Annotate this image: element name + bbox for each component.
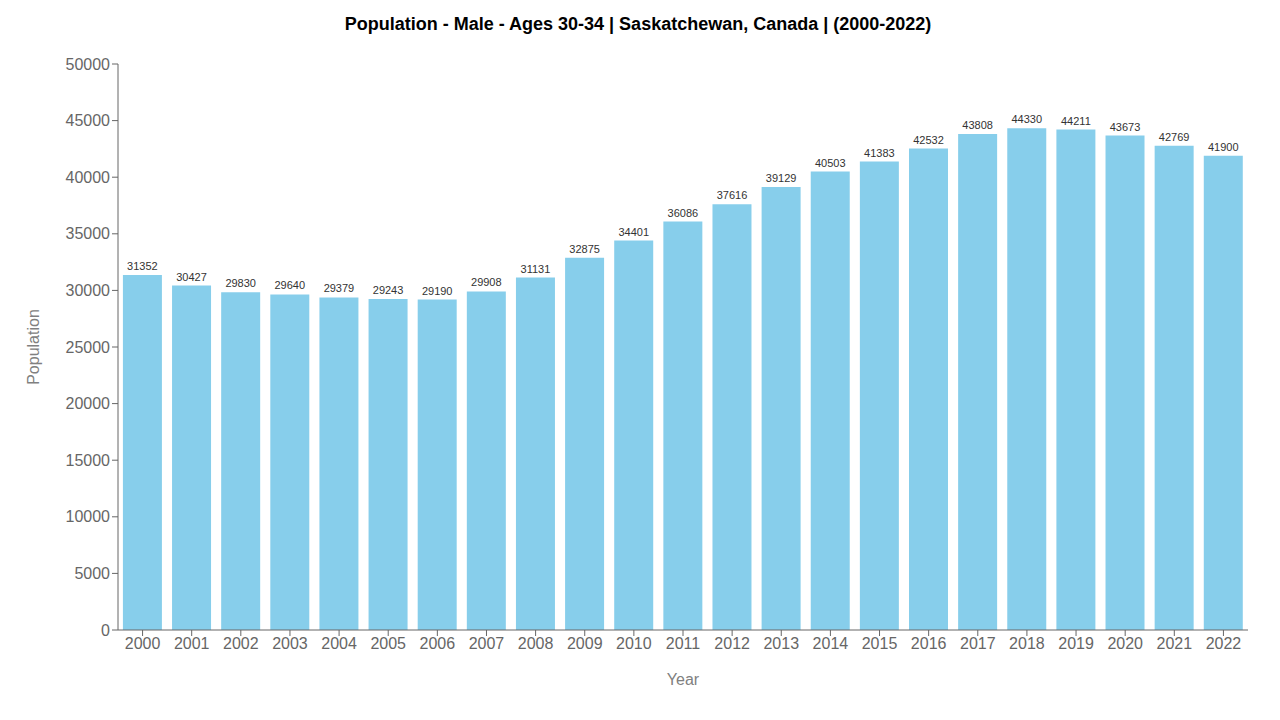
svg-text:41383: 41383 — [864, 147, 895, 159]
html-text:Population - Male - Ages 30-34: Population - Male - Ages 30-34 | Saskatc… — [344, 14, 932, 34]
svg-text:Year: Year — [667, 671, 700, 688]
svg-text:2007: 2007 — [469, 635, 505, 652]
svg-text:2003: 2003 — [272, 635, 308, 652]
svg-text:34401: 34401 — [618, 226, 649, 238]
svg-text:36086: 36086 — [668, 207, 699, 219]
svg-text:35000: 35000 — [66, 225, 111, 242]
svg-text:2004: 2004 — [321, 635, 357, 652]
svg-text:31352: 31352 — [127, 260, 158, 272]
svg-text:2012: 2012 — [714, 635, 750, 652]
svg-text:29640: 29640 — [275, 279, 306, 291]
svg-text:15000: 15000 — [66, 452, 111, 469]
svg-text:29830: 29830 — [225, 277, 256, 289]
svg-text:44330: 44330 — [1011, 113, 1042, 125]
svg-text:29379: 29379 — [324, 282, 355, 294]
svg-text:41900: 41900 — [1208, 141, 1239, 153]
svg-text:29908: 29908 — [471, 276, 502, 288]
svg-text:25000: 25000 — [66, 339, 111, 356]
svg-text:2015: 2015 — [862, 635, 898, 652]
svg-text:42532: 42532 — [913, 134, 944, 146]
svg-text:37616: 37616 — [717, 189, 748, 201]
svg-text:10000: 10000 — [66, 508, 111, 525]
svg-text:2020: 2020 — [1107, 635, 1143, 652]
svg-text:43673: 43673 — [1110, 121, 1141, 133]
svg-text:40503: 40503 — [815, 157, 846, 169]
svg-text:2018: 2018 — [1009, 635, 1045, 652]
svg-text:2011: 2011 — [666, 635, 701, 652]
svg-text:2002: 2002 — [223, 635, 259, 652]
svg-text:2022: 2022 — [1206, 635, 1242, 652]
svg-text:2005: 2005 — [370, 635, 406, 652]
svg-text:2014: 2014 — [813, 635, 849, 652]
svg-text:0: 0 — [101, 622, 110, 639]
svg-text:31131: 31131 — [521, 263, 551, 275]
svg-text:2008: 2008 — [518, 635, 554, 652]
svg-text:45000: 45000 — [66, 112, 111, 129]
svg-text:2021: 2021 — [1157, 635, 1193, 652]
svg-text:2006: 2006 — [420, 635, 456, 652]
svg-text:30000: 30000 — [66, 282, 111, 299]
svg-text:2013: 2013 — [763, 635, 799, 652]
svg-text:44211: 44211 — [1061, 115, 1091, 127]
svg-text:39129: 39129 — [766, 172, 797, 184]
svg-text:40000: 40000 — [66, 169, 111, 186]
svg-text:43808: 43808 — [962, 119, 993, 131]
svg-text:42769: 42769 — [1159, 131, 1190, 143]
svg-text:29243: 29243 — [373, 284, 404, 296]
svg-text:30427: 30427 — [176, 271, 207, 283]
svg-text:2000: 2000 — [125, 635, 161, 652]
svg-text:Population: Population — [25, 309, 42, 385]
svg-text:2017: 2017 — [960, 635, 996, 652]
svg-text:50000: 50000 — [66, 56, 111, 73]
svg-text:5000: 5000 — [74, 565, 110, 582]
svg-text:2019: 2019 — [1058, 635, 1094, 652]
svg-text:32875: 32875 — [569, 243, 600, 255]
svg-text:2009: 2009 — [567, 635, 603, 652]
svg-text:2001: 2001 — [174, 635, 210, 652]
svg-text:2010: 2010 — [616, 635, 652, 652]
svg-text:20000: 20000 — [66, 395, 111, 412]
svg-text:29190: 29190 — [422, 285, 453, 297]
svg-text:2016: 2016 — [911, 635, 947, 652]
